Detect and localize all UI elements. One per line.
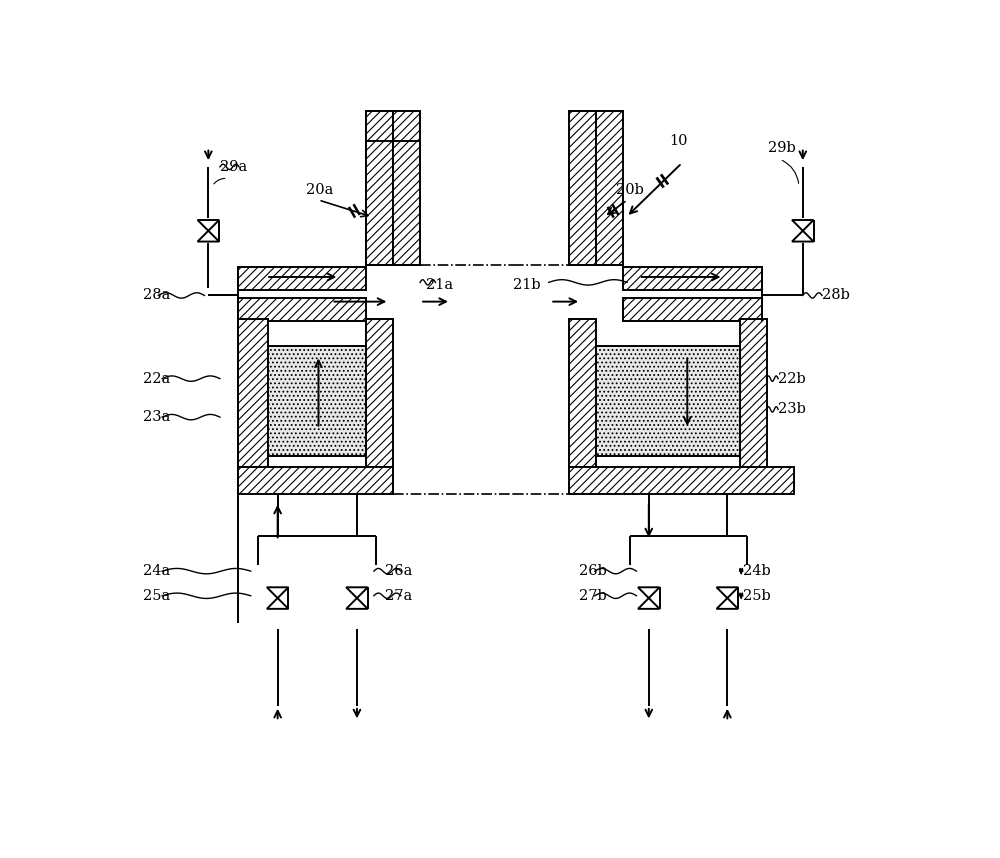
Text: 21a: 21a: [426, 278, 453, 292]
Text: 27a: 27a: [385, 589, 413, 603]
Bar: [268, 346, 366, 456]
Polygon shape: [638, 598, 660, 609]
Text: 27b: 27b: [579, 589, 607, 603]
Polygon shape: [792, 220, 814, 231]
Bar: [393, 142, 420, 264]
Polygon shape: [267, 587, 288, 598]
Text: 29b: 29b: [768, 141, 796, 154]
Bar: [238, 267, 366, 290]
Bar: [238, 318, 268, 467]
Text: 25a: 25a: [143, 589, 170, 603]
Bar: [569, 111, 596, 264]
Polygon shape: [198, 231, 219, 242]
Text: 23b: 23b: [778, 402, 806, 416]
Bar: [238, 467, 393, 494]
Polygon shape: [267, 598, 288, 609]
Polygon shape: [717, 598, 738, 609]
Text: 21b: 21b: [513, 278, 541, 292]
Text: 28a: 28a: [143, 288, 170, 303]
Polygon shape: [717, 587, 738, 598]
Bar: [623, 298, 762, 321]
Text: 26b: 26b: [579, 564, 607, 578]
Text: 10: 10: [669, 135, 687, 148]
Bar: [366, 111, 393, 264]
Bar: [623, 267, 762, 290]
Polygon shape: [792, 231, 814, 242]
Bar: [238, 298, 366, 321]
Bar: [366, 142, 393, 264]
Polygon shape: [346, 598, 368, 609]
Polygon shape: [198, 220, 219, 231]
Text: 24a: 24a: [143, 564, 170, 578]
Bar: [366, 318, 393, 467]
Text: 26a: 26a: [385, 564, 413, 578]
Text: 28b: 28b: [822, 288, 850, 303]
Text: 25b: 25b: [743, 589, 770, 603]
Text: 22b: 22b: [778, 372, 806, 385]
Text: 23a: 23a: [143, 410, 170, 424]
Bar: [569, 318, 596, 467]
Text: 20b: 20b: [616, 183, 644, 197]
Text: 29a: 29a: [220, 160, 247, 174]
Text: 20a: 20a: [306, 183, 334, 197]
Bar: [569, 467, 794, 494]
Bar: [596, 111, 623, 264]
Text: 22a: 22a: [143, 372, 170, 385]
Bar: [393, 111, 420, 264]
Polygon shape: [346, 587, 368, 598]
Bar: [740, 318, 767, 467]
Polygon shape: [638, 587, 660, 598]
Bar: [596, 346, 740, 456]
Text: 24b: 24b: [743, 564, 770, 578]
